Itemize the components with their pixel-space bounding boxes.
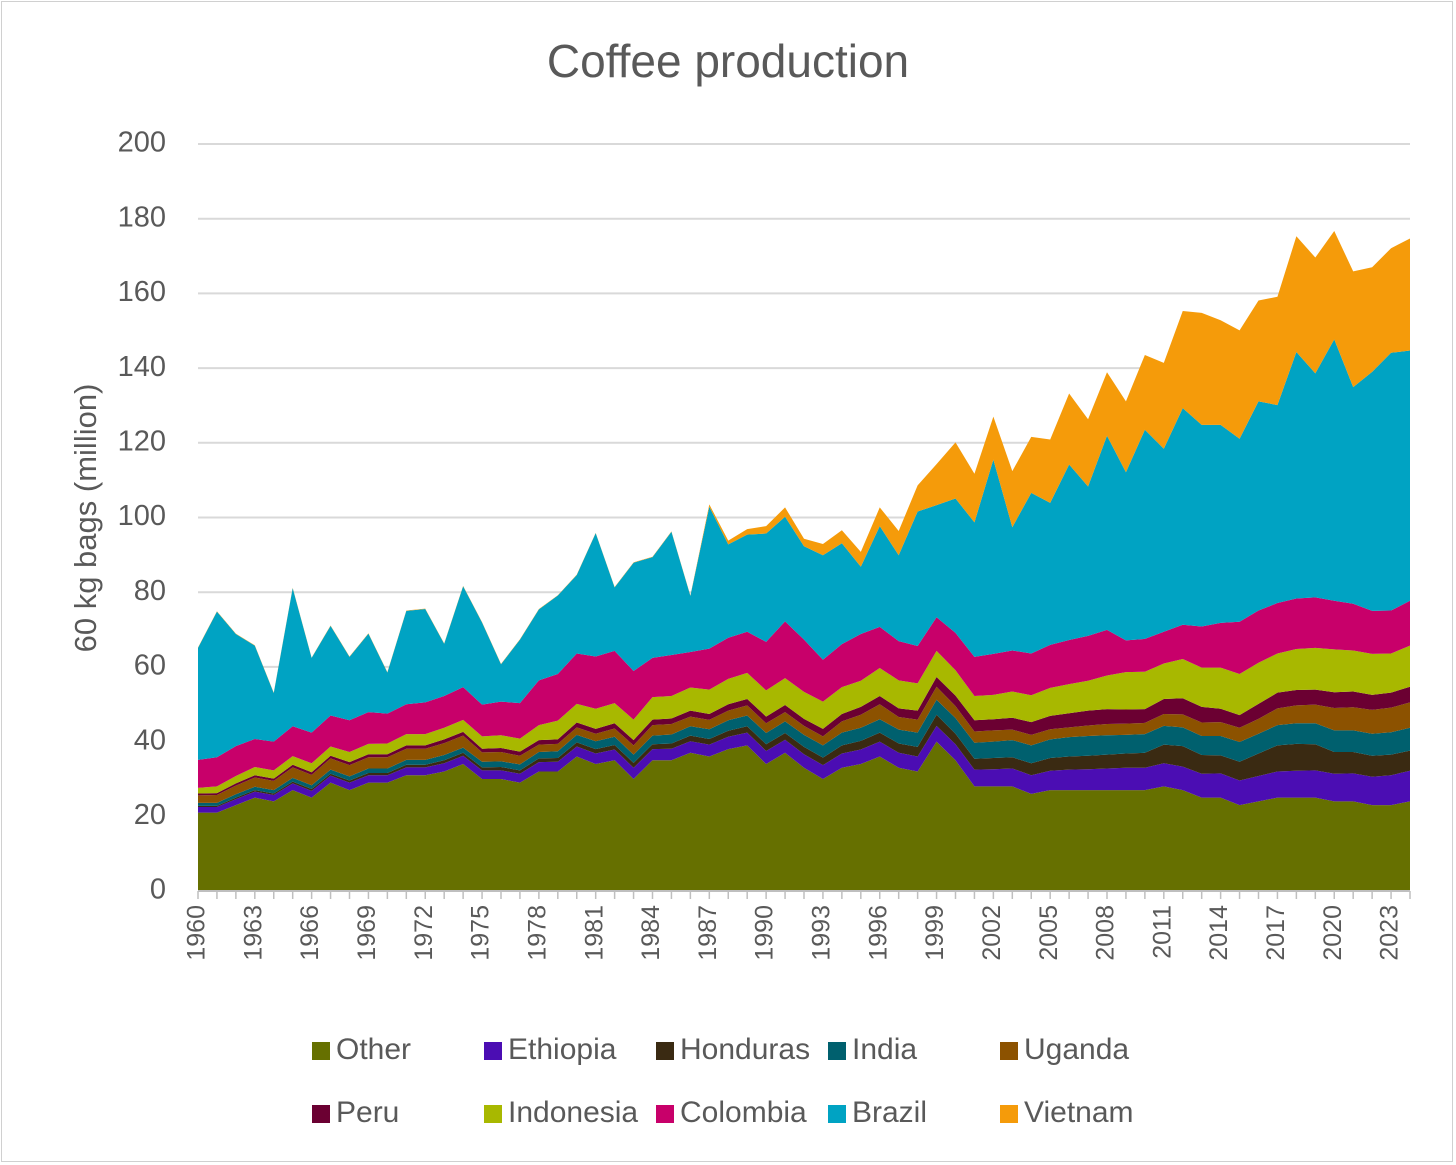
legend-item-vietnam: Vietnam	[1000, 1096, 1134, 1129]
x-tick-label: 1984	[637, 905, 665, 961]
legend-item-uganda: Uganda	[1000, 1033, 1129, 1066]
stacked-areas	[198, 231, 1410, 891]
x-tick-label: 2017	[1262, 905, 1290, 961]
legend-label: Vietnam	[1024, 1096, 1134, 1129]
x-tick-label: 1978	[523, 905, 551, 961]
y-tick-label: 0	[150, 874, 166, 906]
y-tick-label: 180	[118, 201, 166, 233]
legend-swatch	[484, 1042, 502, 1060]
legend-label: Other	[336, 1033, 411, 1066]
area-colombia	[198, 597, 1410, 788]
x-tick-label: 2005	[1035, 905, 1063, 961]
legend-swatch	[1000, 1105, 1018, 1123]
legend-label: Colombia	[680, 1096, 807, 1129]
y-tick-label: 160	[118, 276, 166, 308]
y-axis-ticks: 0 20 40 60 80 100 120 140 160 180 200	[118, 127, 166, 906]
legend-swatch	[484, 1105, 502, 1123]
x-tick-label: 1993	[808, 905, 836, 961]
legend-swatch	[1000, 1042, 1018, 1060]
x-tick-label: 2008	[1092, 905, 1120, 961]
x-tick-label: 1999	[921, 905, 949, 961]
legend-item-colombia: Colombia	[656, 1096, 807, 1129]
x-tick-label: 2020	[1319, 905, 1347, 961]
x-tick-label: 2011	[1148, 905, 1176, 959]
legend-label: Indonesia	[508, 1096, 638, 1129]
legend-swatch	[312, 1042, 330, 1060]
legend-swatch	[312, 1105, 330, 1123]
legend-item-peru: Peru	[312, 1096, 399, 1129]
x-tick-label: 1990	[751, 905, 779, 961]
legend-label: India	[852, 1033, 917, 1066]
legend-item-indonesia: Indonesia	[484, 1096, 638, 1129]
legend-swatch	[828, 1042, 846, 1060]
x-axis-ticks: 1960 1963 1966 1969 1972 1975 1978 1981 1984 1987…	[183, 905, 1404, 961]
area-uganda	[198, 686, 1410, 803]
area-other	[198, 741, 1410, 891]
legend-item-other: Other	[312, 1033, 411, 1066]
area-honduras	[198, 714, 1410, 807]
y-tick-label: 60	[134, 650, 166, 682]
legend-swatch	[828, 1105, 846, 1123]
y-tick-label: 200	[118, 127, 166, 159]
x-tick-label: 1981	[580, 905, 608, 961]
x-axis	[197, 890, 1411, 899]
x-tick-label: 1996	[864, 905, 892, 961]
x-tick-label: 1966	[296, 905, 324, 961]
y-axis-label: 60 kg bags (million)	[68, 384, 103, 653]
legend-label: Uganda	[1024, 1033, 1129, 1066]
y-tick-label: 120	[118, 425, 166, 457]
legend-label: Peru	[336, 1096, 399, 1129]
x-tick-label: 2023	[1376, 905, 1404, 961]
legend-label: Ethiopia	[508, 1033, 617, 1066]
y-tick-label: 80	[134, 575, 166, 607]
y-tick-label: 20	[134, 799, 166, 831]
legend-swatch	[656, 1105, 674, 1123]
y-tick-label: 100	[118, 500, 166, 532]
legend-item-india: India	[828, 1033, 917, 1066]
y-tick-label: 140	[118, 351, 166, 383]
area-vietnam	[198, 231, 1410, 694]
x-tick-label: 2002	[978, 905, 1006, 961]
x-tick-label: 1963	[239, 905, 267, 961]
legend-swatch	[656, 1042, 674, 1060]
chart-title: Coffee production	[546, 35, 910, 87]
x-tick-label: 1972	[410, 905, 438, 961]
x-tick-label: 1960	[183, 905, 211, 961]
legend-item-ethiopia: Ethiopia	[484, 1033, 617, 1066]
x-tick-label: 1975	[467, 905, 495, 961]
legend-label: Brazil	[852, 1096, 927, 1129]
y-tick-label: 40	[134, 724, 166, 756]
legend-item-honduras: Honduras	[656, 1033, 810, 1066]
area-indonesia	[198, 645, 1410, 794]
x-tick-label: 2014	[1205, 905, 1233, 961]
legend: Other Ethiopia Honduras India Uganda Peru Indo…	[312, 1033, 1134, 1129]
legend-item-brazil: Brazil	[828, 1096, 927, 1129]
x-tick-label: 1987	[694, 905, 722, 961]
legend-label: Honduras	[680, 1033, 810, 1066]
x-tick-label: 1969	[353, 905, 381, 961]
area-ethiopia	[198, 725, 1410, 813]
area-brazil	[198, 339, 1410, 760]
